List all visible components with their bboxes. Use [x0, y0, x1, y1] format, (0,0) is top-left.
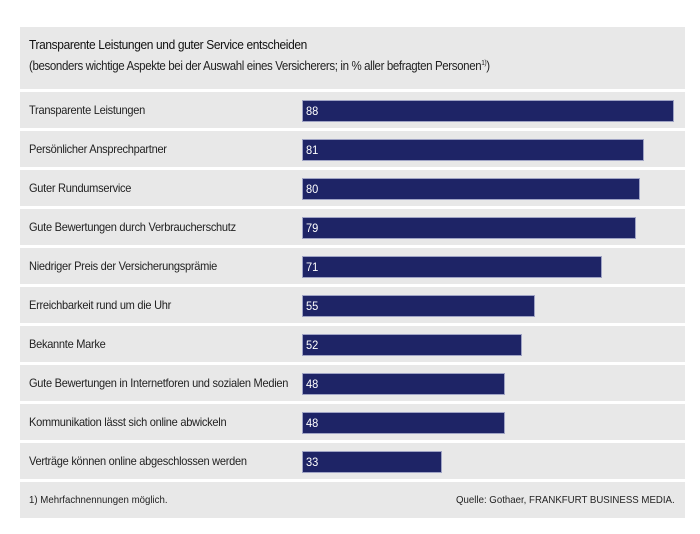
- category-label: Verträge können online abgeschlossen wer…: [29, 454, 247, 468]
- chart-title: Transparente Leistungen und guter Servic…: [29, 37, 307, 52]
- category-label: Persönlicher Ansprechpartner: [29, 142, 167, 156]
- bar-row: Verträge können online abgeschlossen wer…: [20, 443, 685, 479]
- category-label: Guter Rundumservice: [29, 181, 132, 195]
- bar: 81: [302, 139, 645, 161]
- subtitle-close: ): [486, 59, 490, 73]
- category-label: Niedriger Preis der Versicherungsprämie: [29, 259, 218, 273]
- category-label: Bekannte Marke: [29, 337, 106, 351]
- bar-value-label: 71: [306, 260, 319, 274]
- bar-row: Gute Bewertungen durch Verbraucherschutz…: [20, 209, 685, 245]
- chart-header: Transparente Leistungen und guter Servic…: [20, 27, 685, 89]
- bar: 79: [302, 217, 636, 239]
- bar-value-label: 80: [306, 182, 319, 196]
- bar: 55: [302, 295, 535, 317]
- category-label: Gute Bewertungen durch Verbraucherschutz: [29, 220, 236, 234]
- chart-subtitle: (besonders wichtige Aspekte bei der Ausw…: [29, 59, 490, 73]
- category-label: Kommunikation lässt sich online abwickel…: [29, 415, 227, 429]
- subtitle-text: (besonders wichtige Aspekte bei der Ausw…: [29, 59, 482, 73]
- category-label: Transparente Leistungen: [29, 103, 146, 117]
- source-note: Quelle: Gothaer, FRANKFURT BUSINESS MEDI…: [456, 494, 675, 506]
- bar-row: Bekannte Marke 52: [20, 326, 685, 362]
- bar-value-label: 48: [306, 416, 319, 430]
- category-label: Gute Bewertungen in Internetforen und so…: [29, 376, 289, 390]
- category-label: Erreichbarkeit rund um die Uhr: [29, 298, 172, 312]
- bar: 52: [302, 334, 522, 356]
- bar-value-label: 48: [306, 377, 319, 391]
- bar: 80: [302, 178, 641, 200]
- bar-value-label: 33: [306, 455, 319, 469]
- bar: 88: [302, 100, 674, 122]
- bar-row: Kommunikation lässt sich online abwickel…: [20, 404, 685, 440]
- bar-value-label: 88: [306, 104, 319, 118]
- bar-row: Gute Bewertungen in Internetforen und so…: [20, 365, 685, 401]
- bar-row: Persönlicher Ansprechpartner 81: [20, 131, 685, 167]
- subtitle-footnote-mark: 1): [481, 59, 487, 67]
- bar-value-label: 55: [306, 299, 319, 313]
- bar: 71: [302, 256, 603, 278]
- chart-footer: 1) Mehrfachnennungen möglich. Quelle: Go…: [20, 482, 685, 518]
- footnote: 1) Mehrfachnennungen möglich.: [29, 494, 168, 506]
- bar: 48: [302, 373, 505, 395]
- bar-row: Niedriger Preis der Versicherungsprämie 7…: [20, 248, 685, 284]
- bar-row: Transparente Leistungen 88: [20, 92, 685, 128]
- bar: 48: [302, 412, 505, 434]
- bar-value-label: 52: [306, 338, 319, 352]
- bar: 33: [302, 451, 442, 473]
- chart-panel: Transparente Leistungen und guter Servic…: [20, 27, 685, 518]
- bar-row: Erreichbarkeit rund um die Uhr 55: [20, 287, 685, 323]
- bar-value-label: 79: [306, 221, 319, 235]
- bar-row: Guter Rundumservice 80: [20, 170, 685, 206]
- bar-value-label: 81: [306, 143, 319, 157]
